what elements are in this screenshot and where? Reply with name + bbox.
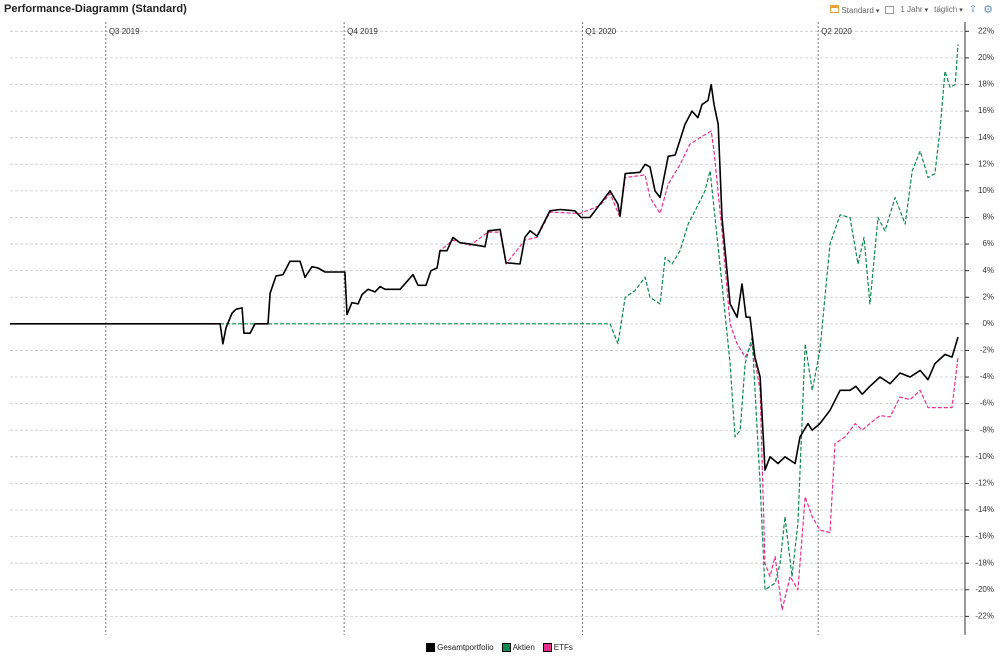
interval-label: täglich bbox=[934, 5, 958, 14]
series-line bbox=[10, 44, 959, 591]
y-tick-label: 4% bbox=[982, 266, 994, 275]
y-tick-label: -16% bbox=[975, 532, 994, 541]
y-tick-label: 22% bbox=[978, 26, 994, 35]
y-tick-label: 14% bbox=[978, 133, 994, 142]
y-tick-label: 16% bbox=[978, 106, 994, 115]
caret: ▾ bbox=[924, 7, 929, 14]
legend-label: Gesamtportfolio bbox=[437, 643, 494, 652]
interval-select[interactable]: täglich ▾ bbox=[934, 5, 963, 14]
y-tick-label: 20% bbox=[978, 53, 994, 62]
caret: ▾ bbox=[875, 7, 880, 15]
toolbar: Standard ▾ 1 Jahr ▾ täglich ▾ ⇪ ⚙ bbox=[830, 3, 993, 16]
y-tick-label: 8% bbox=[982, 213, 994, 222]
y-tick-label: -4% bbox=[980, 372, 994, 381]
x-tick-label: Q2 2020 bbox=[821, 27, 852, 36]
y-tick-label: 6% bbox=[982, 239, 994, 248]
y-tick-label: 12% bbox=[978, 159, 994, 168]
view-label: Standard bbox=[841, 5, 874, 15]
y-tick-label: -20% bbox=[975, 585, 994, 594]
x-tick-label: Q3 2019 bbox=[109, 27, 140, 36]
legend-item[interactable]: ETFs bbox=[542, 643, 573, 652]
y-tick-label: -18% bbox=[975, 558, 994, 567]
y-tick-label: -22% bbox=[975, 611, 994, 620]
chart: 22% 20% 18% 16% 14% 12% 10% 8% 6% 4% 2% 0% -2% -4% -6%… bbox=[10, 22, 994, 635]
y-tick-label: -12% bbox=[975, 479, 994, 488]
x-tick-label: Q1 2020 bbox=[585, 27, 616, 36]
settings-icon[interactable]: ⚙ bbox=[983, 4, 993, 16]
view-select[interactable]: Standard ▾ bbox=[830, 4, 880, 15]
y-tick-label: 18% bbox=[978, 80, 994, 89]
legend-swatch bbox=[501, 643, 511, 652]
legend-label: Aktien bbox=[512, 643, 535, 652]
x-tick-label: Q4 2019 bbox=[347, 27, 378, 36]
legend-item[interactable]: Gesamtportfolio bbox=[426, 643, 494, 652]
legend-item[interactable]: Aktien bbox=[501, 643, 535, 652]
legend-swatch bbox=[542, 643, 552, 652]
calendar-icon bbox=[830, 4, 840, 13]
legend-swatch bbox=[426, 643, 436, 652]
caret: ▾ bbox=[959, 7, 963, 14]
chart-title: Performance-Diagramm (Standard) bbox=[4, 3, 187, 15]
y-tick-label: -6% bbox=[980, 399, 994, 408]
y-tick-label: 2% bbox=[982, 292, 994, 301]
y-tick-label: -8% bbox=[980, 425, 994, 434]
y-tick-label: 0% bbox=[982, 319, 994, 328]
export-icon[interactable]: ⇪ bbox=[968, 4, 978, 15]
y-tick-label: -2% bbox=[980, 346, 994, 355]
y-tick-label: -10% bbox=[975, 452, 994, 461]
window-icon[interactable] bbox=[885, 5, 895, 14]
legend: Gesamtportfolio Aktien ETFs bbox=[0, 643, 999, 652]
legend-label: ETFs bbox=[553, 643, 573, 652]
y-tick-label: -14% bbox=[975, 505, 994, 514]
period-select[interactable]: 1 Jahr ▾ bbox=[900, 5, 928, 14]
period-label: 1 Jahr bbox=[900, 5, 923, 14]
y-tick-label: 10% bbox=[978, 186, 994, 195]
series-line bbox=[10, 83, 959, 471]
